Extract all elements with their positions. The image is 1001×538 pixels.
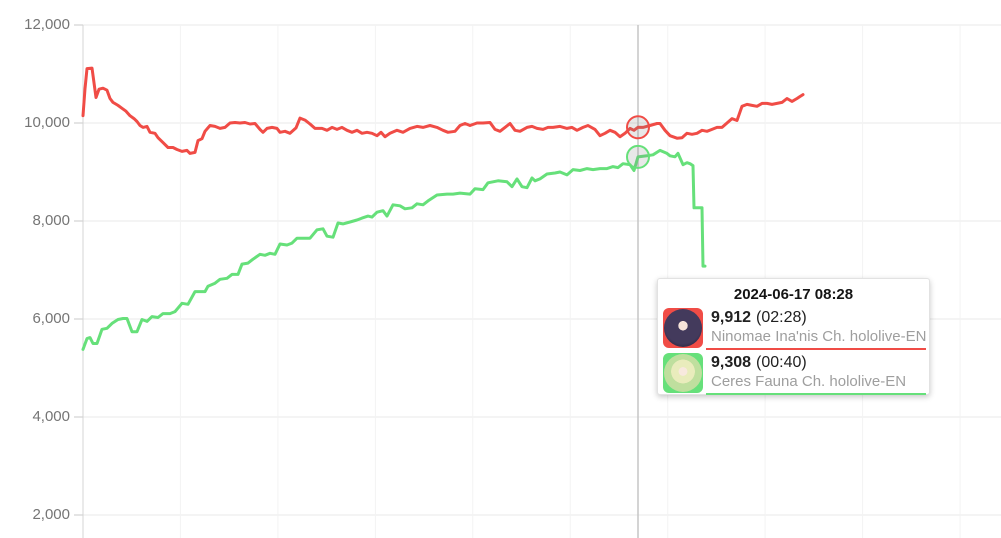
ninomae-inanis-avatar xyxy=(663,308,703,348)
y-axis-tick-label: 2,000 xyxy=(32,506,70,523)
viewer-count-value: 9,308 xyxy=(711,354,752,371)
channel-name: Ninomae Ina'nis Ch. hololive-EN xyxy=(711,328,927,345)
avatar-face xyxy=(664,309,702,347)
viewer-count-value: 9,912 xyxy=(711,309,752,326)
y-axis-tick-label: 8,000 xyxy=(32,212,70,229)
stream-elapsed-time: (02:28) xyxy=(756,309,807,326)
stream-elapsed-time: (00:40) xyxy=(756,354,807,371)
tooltip-entry: 9,308 (00:40) Ceres Fauna Ch. hololive-EN xyxy=(663,353,926,395)
y-axis-tick-label: 12,000 xyxy=(24,16,70,33)
series-line-fauna xyxy=(81,148,707,351)
entry-underline xyxy=(706,348,926,350)
y-axis-tick-label: 4,000 xyxy=(32,408,70,425)
tooltip-timestamp: 2024-06-17 08:28 xyxy=(733,286,854,303)
channel-name: Ceres Fauna Ch. hololive-EN xyxy=(711,373,907,390)
avatar-face xyxy=(664,354,702,392)
series-line-inanis xyxy=(81,66,805,155)
hover-marker-inanis xyxy=(626,115,650,140)
entry-underline xyxy=(706,393,926,395)
y-axis-tick-label: 10,000 xyxy=(24,114,70,131)
ceres-fauna-avatar xyxy=(663,353,703,393)
tooltip-entry: 9,912 (02:28) Ninomae Ina'nis Ch. hololiv… xyxy=(663,308,926,350)
hover-tooltip: 2024-06-17 08:28 9,912 (02:28) Ninomae In… xyxy=(657,278,930,395)
hover-marker-fauna xyxy=(626,144,650,169)
y-axis-tick-label: 6,000 xyxy=(32,310,70,327)
